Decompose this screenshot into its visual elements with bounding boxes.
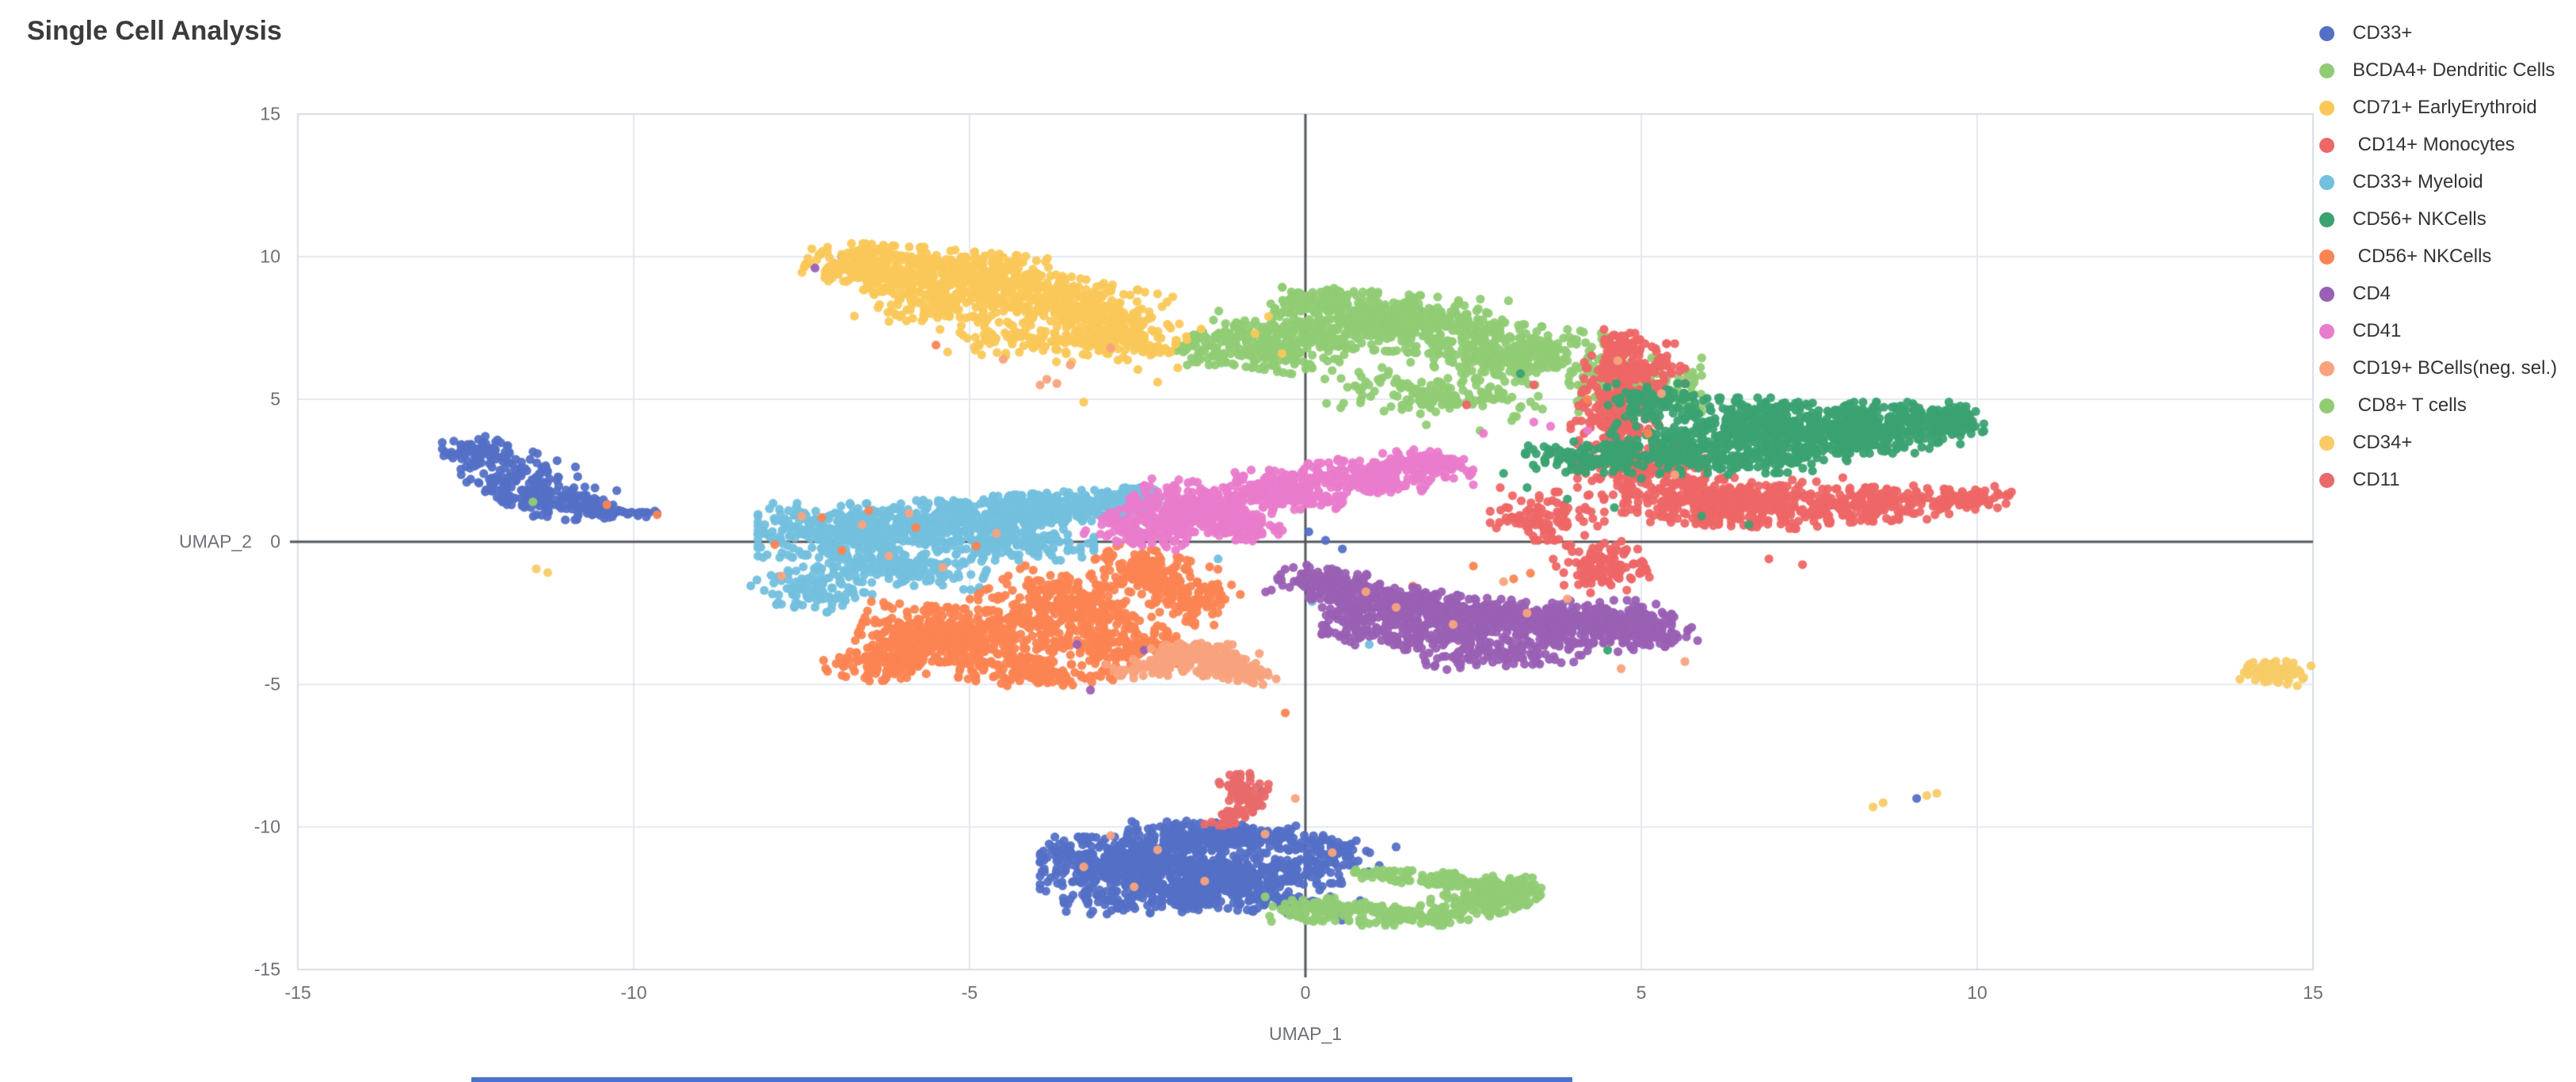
- x-tick-label: -10: [620, 982, 647, 1003]
- legend-item-label: CD19+ BCells(neg. sel.): [2353, 357, 2558, 379]
- legend-item-cd8-t-cells[interactable]: CD8+ T cells: [2319, 394, 2467, 416]
- legend-item-cd33-myeloid[interactable]: CD33+ Myeloid: [2319, 171, 2483, 192]
- legend-marker-icon: [2319, 249, 2334, 265]
- legend-item-label: CD56+ NKCells: [2353, 208, 2486, 230]
- legend-item-cd11[interactable]: CD11: [2319, 469, 2400, 490]
- x-tick-label: 15: [2303, 982, 2323, 1003]
- y-tick-label: 10: [260, 246, 280, 267]
- legend-item-cd41[interactable]: CD41: [2319, 320, 2402, 341]
- legend-marker-icon: [2319, 435, 2334, 451]
- y-tick-label: 5: [270, 388, 280, 410]
- legend-marker-icon: [2319, 211, 2334, 227]
- y-tick-label: -10: [253, 816, 280, 837]
- y-tick-label: 15: [260, 103, 280, 124]
- x-tick-label: 5: [1636, 982, 1647, 1003]
- legend-item-cd4[interactable]: CD4: [2319, 283, 2391, 304]
- legend-item-label: CD33+ Myeloid: [2353, 171, 2483, 192]
- legend-item-cd33-[interactable]: CD33+: [2319, 22, 2413, 44]
- bottom-blue-strip: [471, 1077, 1572, 1082]
- x-tick-label: -5: [961, 982, 978, 1003]
- legend-item-label: CD33+: [2353, 22, 2413, 44]
- legend-marker-icon: [2319, 472, 2334, 488]
- x-tick-label: 10: [1967, 982, 1987, 1003]
- legend-item-label: CD56+ NKCells: [2353, 246, 2492, 267]
- legend-item-label: BCDA4+ Dendritic Cells: [2353, 59, 2555, 81]
- legend-marker-icon: [2319, 100, 2334, 116]
- legend-item-label: CD8+ T cells: [2353, 394, 2467, 416]
- legend-marker-icon: [2319, 63, 2334, 78]
- y-tick-label: -15: [253, 958, 280, 980]
- legend-item-label: CD4: [2353, 283, 2391, 304]
- legend-item-bcda4-dendritic-cells[interactable]: BCDA4+ Dendritic Cells: [2319, 59, 2555, 81]
- legend-item-cd56-nkcells[interactable]: CD56+ NKCells: [2319, 246, 2492, 267]
- legend-item-label: CD34+: [2353, 432, 2413, 453]
- legend-item-label: CD11: [2353, 469, 2400, 490]
- legend-marker-icon: [2319, 360, 2334, 376]
- legend-item-cd34-[interactable]: CD34+: [2319, 432, 2413, 453]
- legend-item-label: CD14+ Monocytes: [2353, 134, 2515, 155]
- y-axis-label: UMAP_2: [178, 531, 252, 552]
- legend-item-cd19-bcells-neg-sel-[interactable]: CD19+ BCells(neg. sel.): [2319, 357, 2558, 379]
- legend-item-cd14-monocytes[interactable]: CD14+ Monocytes: [2319, 134, 2515, 155]
- legend-marker-icon: [2319, 286, 2334, 302]
- legend-item-cd56-nkcells[interactable]: CD56+ NKCells: [2319, 208, 2486, 230]
- legend-marker-icon: [2319, 25, 2334, 41]
- legend-marker-icon: [2319, 137, 2334, 153]
- legend-item-label: CD71+ EarlyErythroid: [2353, 97, 2537, 118]
- y-tick-label: 0: [270, 531, 280, 552]
- page-title: Single Cell Analysis: [27, 16, 282, 46]
- x-tick-label: -15: [284, 982, 311, 1003]
- legend-item-cd71-earlyerythroid[interactable]: CD71+ EarlyErythroid: [2319, 97, 2537, 118]
- y-tick-label: -5: [264, 673, 280, 695]
- x-tick-label: 0: [1300, 982, 1311, 1003]
- x-axis-label: UMAP_1: [1268, 1023, 1343, 1044]
- legend-item-label: CD41: [2353, 320, 2402, 341]
- legend-marker-icon: [2319, 398, 2334, 413]
- legend-marker-icon: [2319, 174, 2334, 190]
- legend-marker-icon: [2319, 323, 2334, 339]
